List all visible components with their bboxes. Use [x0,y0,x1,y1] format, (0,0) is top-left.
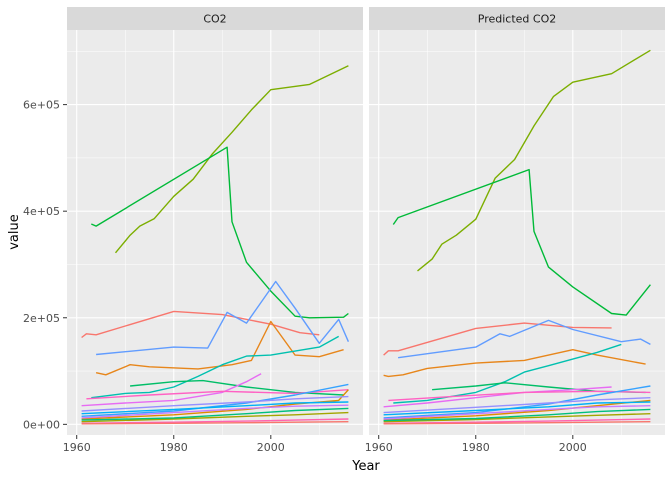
y-tick-label: 2e+05 [23,312,60,325]
series-line-3 [398,319,651,359]
series-lines-predicted-co2 [383,49,651,425]
x-axis-title: Year [351,459,380,474]
x-tick-label: 1960 [63,441,91,454]
series-line-7 [383,386,612,408]
series-line-4 [95,320,344,376]
series-line-3 [96,280,350,356]
y-axis: 0e+00 2e+05 4e+05 6e+05 [23,99,67,431]
series-line-13 [383,413,651,423]
series-line-7 [81,373,262,407]
series-line-14 [383,418,651,424]
facet-strip-co2 [67,7,363,30]
x-tick-label: 1960 [365,441,393,454]
series-line-4 [383,349,646,378]
series-line-1 [392,168,651,316]
series-line-13 [81,411,349,423]
series-line-15 [383,408,651,422]
series-line-16 [383,405,651,420]
series-line-5 [91,335,340,399]
series-line-17 [81,421,349,425]
series-line-0 [114,65,349,254]
y-tick-label: 6e+05 [23,99,60,112]
x-tick-label: 1980 [462,441,490,454]
y-tick-label: 0e+00 [23,418,60,431]
x-tick-label: 2000 [559,441,587,454]
series-line-12 [383,401,651,416]
series-line-17 [383,421,651,425]
series-line-2 [383,322,612,356]
series-line-5 [393,343,622,404]
series-lines-co2 [81,65,350,425]
gridlines-predicted-co2 [369,30,665,435]
series-line-11 [383,397,651,414]
facet-strip-predicted-co2 [369,7,665,30]
panel-predicted-co2 [369,30,665,435]
series-line-12 [81,401,349,415]
series-line-9 [383,385,651,419]
series-line-2 [81,310,320,339]
y-axis-title: value [7,214,22,250]
series-line-16 [81,404,349,419]
series-line-10 [383,399,651,421]
y-tick-label: 4e+05 [23,205,60,218]
panel-co2 [67,30,363,435]
series-line-15 [81,407,349,421]
series-line-0 [417,49,651,272]
facet-label-predicted-co2: Predicted CO2 [478,13,556,26]
series-line-1 [91,146,349,319]
series-line-14 [81,418,349,424]
series-line-11 [81,395,349,412]
facet-label-co2: CO2 [203,13,226,26]
x-tick-label: 2000 [257,441,285,454]
x-axis: 1960 1980 2000 1960 1980 2000 [63,435,587,454]
x-tick-label: 1980 [160,441,188,454]
series-line-9 [81,383,349,417]
